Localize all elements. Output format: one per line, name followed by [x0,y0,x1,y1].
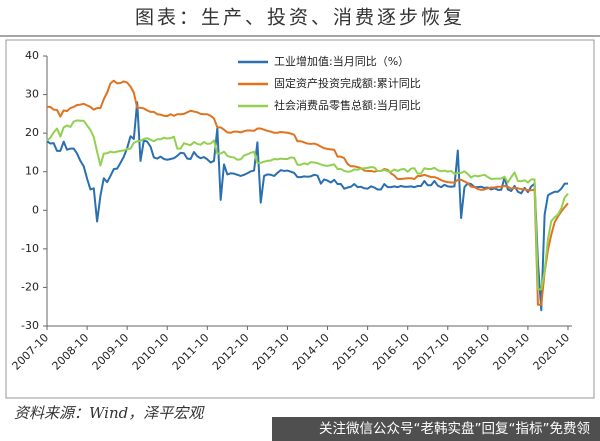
series-line [47,79,569,306]
legend-label: 固定资产投资完成额:累计同比 [274,76,421,90]
source-note: 资料来源：Wind，泽平宏观 [14,404,205,422]
x-tick-label: 2011-10 [170,331,212,373]
y-tick-label: -20 [21,280,39,293]
x-tick-label: 2012-10 [210,331,252,373]
x-tick-label: 2009-10 [90,331,132,373]
x-tick-label: 2010-10 [130,331,172,373]
y-tick-label: 0 [32,203,39,216]
series-line [46,119,569,291]
chart-frame [5,39,595,399]
series-line [46,101,568,312]
x-tick-label: 2016-10 [370,331,412,373]
chart-title: 图表：生产、投资、消费逐步恢复 [135,7,465,29]
y-tick-label: 20 [25,126,39,139]
x-tick-label: 2019-10 [490,331,532,373]
y-tick-label: 10 [25,165,39,178]
x-tick-label: 2007-10 [10,331,52,373]
x-tick-label: 2017-10 [410,331,452,373]
x-tick-label: 2015-10 [330,331,372,373]
x-tick-label: 2018-10 [450,331,492,373]
x-tick-label: 2008-10 [50,331,92,373]
x-tick-label: 2014-10 [290,331,332,373]
x-tick-label: 2013-10 [250,331,292,373]
legend-label: 工业增加值:当月同比（%） [274,54,409,68]
y-tick-label: -10 [21,242,39,255]
legend-label: 社会消费品零售总额:当月同比 [274,98,421,112]
banner-text: 关注微信公众号“老韩实盘”回复“指标”免费领 [319,420,590,437]
y-tick-label: -30 [21,319,39,332]
y-tick-label: 30 [25,88,39,101]
y-tick-label: 40 [25,49,39,62]
x-tick-label: 2020-10 [531,331,573,373]
banner-bg [272,417,600,441]
